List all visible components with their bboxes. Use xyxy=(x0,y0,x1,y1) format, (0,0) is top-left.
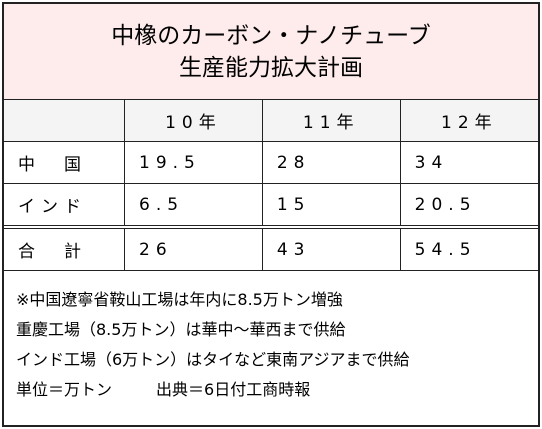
note-line: ※中国遼寧省鞍山工場は年内に8.5万トン増強 xyxy=(16,290,343,309)
column-header xyxy=(4,100,125,142)
table-row: 合 計 26 43 54.5 xyxy=(4,225,538,271)
unit: 単位＝万トン xyxy=(16,380,113,399)
notes: ※中国遼寧省鞍山工場は年内に8.5万トン増強 重慶工場（8.5万トン）は華中～華… xyxy=(4,271,538,405)
table-row: インド 6.5 15 20.5 xyxy=(4,183,538,228)
title-line: 生産能力拡大計画 xyxy=(179,55,363,81)
capacity-table: 10年 11年 12年中 国 19.5 28 34 インド 6.5 15 20.5 合 計 26 43 5… xyxy=(4,100,538,271)
column-header: 11年 xyxy=(261,100,401,142)
note-line: 重慶工場（8.5万トン）は華中～華西まで供給 xyxy=(16,320,346,339)
value-cell: 6.5 xyxy=(124,183,263,228)
column-header: 12年 xyxy=(399,100,538,142)
source: 出典＝6日付工商時報 xyxy=(156,380,311,399)
value-cell: 34 xyxy=(399,141,538,184)
title-block: 中橡のカーボン・ナノチューブ 生産能力拡大計画 xyxy=(4,4,538,100)
value-cell: 28 xyxy=(261,141,401,184)
note-line: インド工場（6万トン）はタイなど東南アジアまで供給 xyxy=(16,350,410,369)
value-cell: 54.5 xyxy=(399,225,538,271)
value-cell: 26 xyxy=(124,225,263,271)
title-line: 中橡のカーボン・ナノチューブ xyxy=(111,23,431,49)
column-header: 10年 xyxy=(124,100,263,142)
table-row: 中 国 19.5 28 34 xyxy=(4,141,538,184)
value-cell: 43 xyxy=(261,225,401,271)
header-row: 10年 11年 12年 xyxy=(4,100,538,142)
row-label: インド xyxy=(4,183,125,228)
value-cell: 15 xyxy=(261,183,401,228)
row-label: 中 国 xyxy=(4,141,125,184)
row-label: 合 計 xyxy=(4,225,125,271)
value-cell: 20.5 xyxy=(399,183,538,228)
note-line: 単位＝万トン 出典＝6日付工商時報 xyxy=(16,375,538,405)
value-cell: 19.5 xyxy=(124,141,263,184)
